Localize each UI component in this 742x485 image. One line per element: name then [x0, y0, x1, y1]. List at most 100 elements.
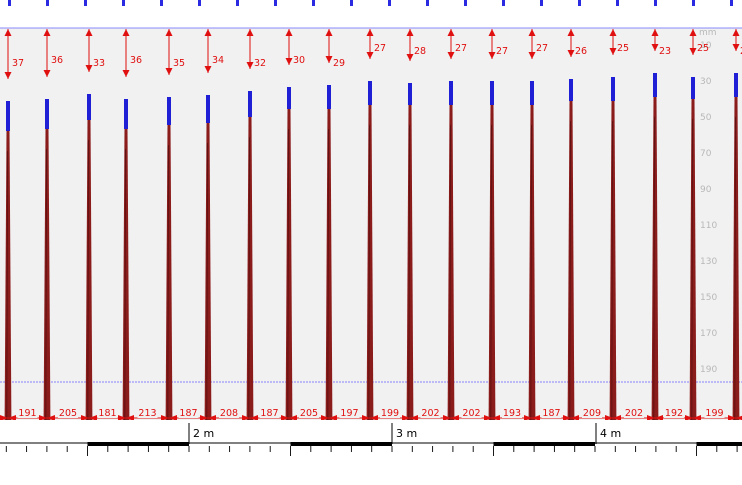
spacing-label-bg	[97, 408, 118, 418]
top-dimension: 37	[4, 29, 24, 79]
spacing-arrow	[89, 415, 97, 421]
spacing-arrow	[685, 415, 693, 421]
spacing-value: 187	[542, 408, 560, 419]
top-dimension: 28	[406, 29, 426, 61]
spacing-value: 187	[260, 408, 278, 419]
arrow-up	[406, 29, 414, 36]
arrow-up	[732, 29, 740, 36]
rod	[122, 99, 130, 421]
rod-gap-segment	[248, 91, 252, 117]
spacing-value: 192	[665, 408, 683, 419]
rod-gap-segment	[408, 83, 412, 105]
top-dimensions: 37 36 33 36 35 34 32 30 29 27 28 27 27 27 26 25 23 25 2	[4, 29, 742, 79]
rod-shaft	[366, 105, 374, 420]
top-edge-mark	[616, 0, 619, 6]
arrow-up	[165, 29, 173, 36]
spacing-value: 205	[300, 408, 318, 419]
rod-shade	[530, 124, 532, 421]
rod-gap-segment	[449, 81, 453, 105]
gap-value: 2	[740, 46, 742, 57]
spacing-arrow	[451, 415, 459, 421]
scale-bar-background	[0, 420, 742, 442]
top-dimension: 30	[285, 29, 305, 66]
spacing-arrow	[8, 415, 16, 421]
top-dimension: 25	[689, 29, 709, 55]
top-dimension: 35	[165, 29, 185, 75]
spacing-label-bg	[502, 408, 522, 418]
rod-shade	[167, 144, 169, 421]
rod-shade	[490, 124, 492, 421]
arrow-down	[43, 70, 51, 77]
spacing-label-bg	[380, 408, 400, 418]
spacing-arrow	[370, 415, 378, 421]
rod-shade	[248, 136, 250, 421]
arrow-up	[651, 29, 659, 36]
rod-shade	[449, 124, 451, 421]
spacing-value: 191	[18, 408, 36, 419]
spacing-label-bg	[664, 408, 684, 418]
rod-gap-segment	[653, 73, 657, 97]
arrow-down	[651, 44, 659, 51]
arrow-up	[4, 29, 12, 36]
rod-gap-segment	[611, 77, 615, 101]
rod-shade	[368, 124, 370, 421]
rod	[165, 97, 173, 421]
top-dimension: 29	[325, 29, 345, 69]
spacing-arrow	[362, 415, 370, 421]
spacing-label-bg	[299, 408, 319, 418]
top-dimension: 33	[85, 29, 105, 72]
spacing-value: 209	[583, 408, 601, 419]
rod-shaft	[285, 109, 293, 420]
rod	[567, 79, 575, 421]
top-edge-mark	[502, 0, 505, 6]
rod-shaft	[4, 131, 12, 420]
gap-value: 27	[536, 43, 548, 54]
scale-label: 4 m	[600, 427, 621, 440]
arrow-up	[285, 29, 293, 36]
spacing-arrow	[0, 415, 8, 421]
rod	[285, 87, 293, 421]
spacing-arrow	[524, 415, 532, 421]
top-edge-mark	[730, 0, 733, 6]
arrow-down	[165, 68, 173, 75]
spacing-label-bg	[624, 408, 644, 418]
spacing-label-bg	[339, 408, 360, 418]
rod-shaft	[732, 97, 740, 420]
arrow-down	[246, 62, 254, 69]
top-dimension: 36	[43, 29, 63, 77]
top-edge-mark	[692, 0, 695, 6]
spacing-label-bg	[178, 408, 199, 418]
rod-shaft	[406, 105, 414, 420]
arrow-down	[609, 48, 617, 55]
top-dimension: 27	[366, 29, 386, 59]
spacing-arrow	[613, 415, 621, 421]
spacing-arrow	[200, 415, 208, 421]
spacing-arrow	[571, 415, 579, 421]
top-edge-mark	[350, 0, 353, 6]
arrow-down	[528, 52, 536, 59]
rod-gap-segment	[6, 101, 10, 131]
rod	[43, 99, 51, 421]
rod-gap-segment	[124, 99, 128, 129]
arrow-up	[204, 29, 212, 36]
rod-gap-segment	[45, 99, 49, 129]
depth-unit-label: mm	[699, 28, 717, 38]
rod-shaft	[651, 97, 659, 420]
spacing-label-bg	[704, 408, 725, 418]
spacing-label-bg	[541, 408, 562, 418]
arrow-down	[689, 48, 697, 55]
rod	[406, 83, 414, 421]
rod-shade	[734, 116, 736, 421]
rod	[651, 73, 659, 421]
arrow-down	[567, 50, 575, 57]
spacing-arrow	[321, 415, 329, 421]
top-dimension: 26	[567, 29, 587, 57]
rod	[4, 101, 12, 421]
depth-tick-label: 170	[700, 329, 717, 339]
top-edge-mark	[46, 0, 49, 6]
rod-shaft	[43, 129, 51, 420]
rod-shaft	[528, 105, 536, 420]
arrow-up	[488, 29, 496, 36]
gap-value: 27	[455, 43, 467, 54]
rod-shaft	[567, 101, 575, 420]
